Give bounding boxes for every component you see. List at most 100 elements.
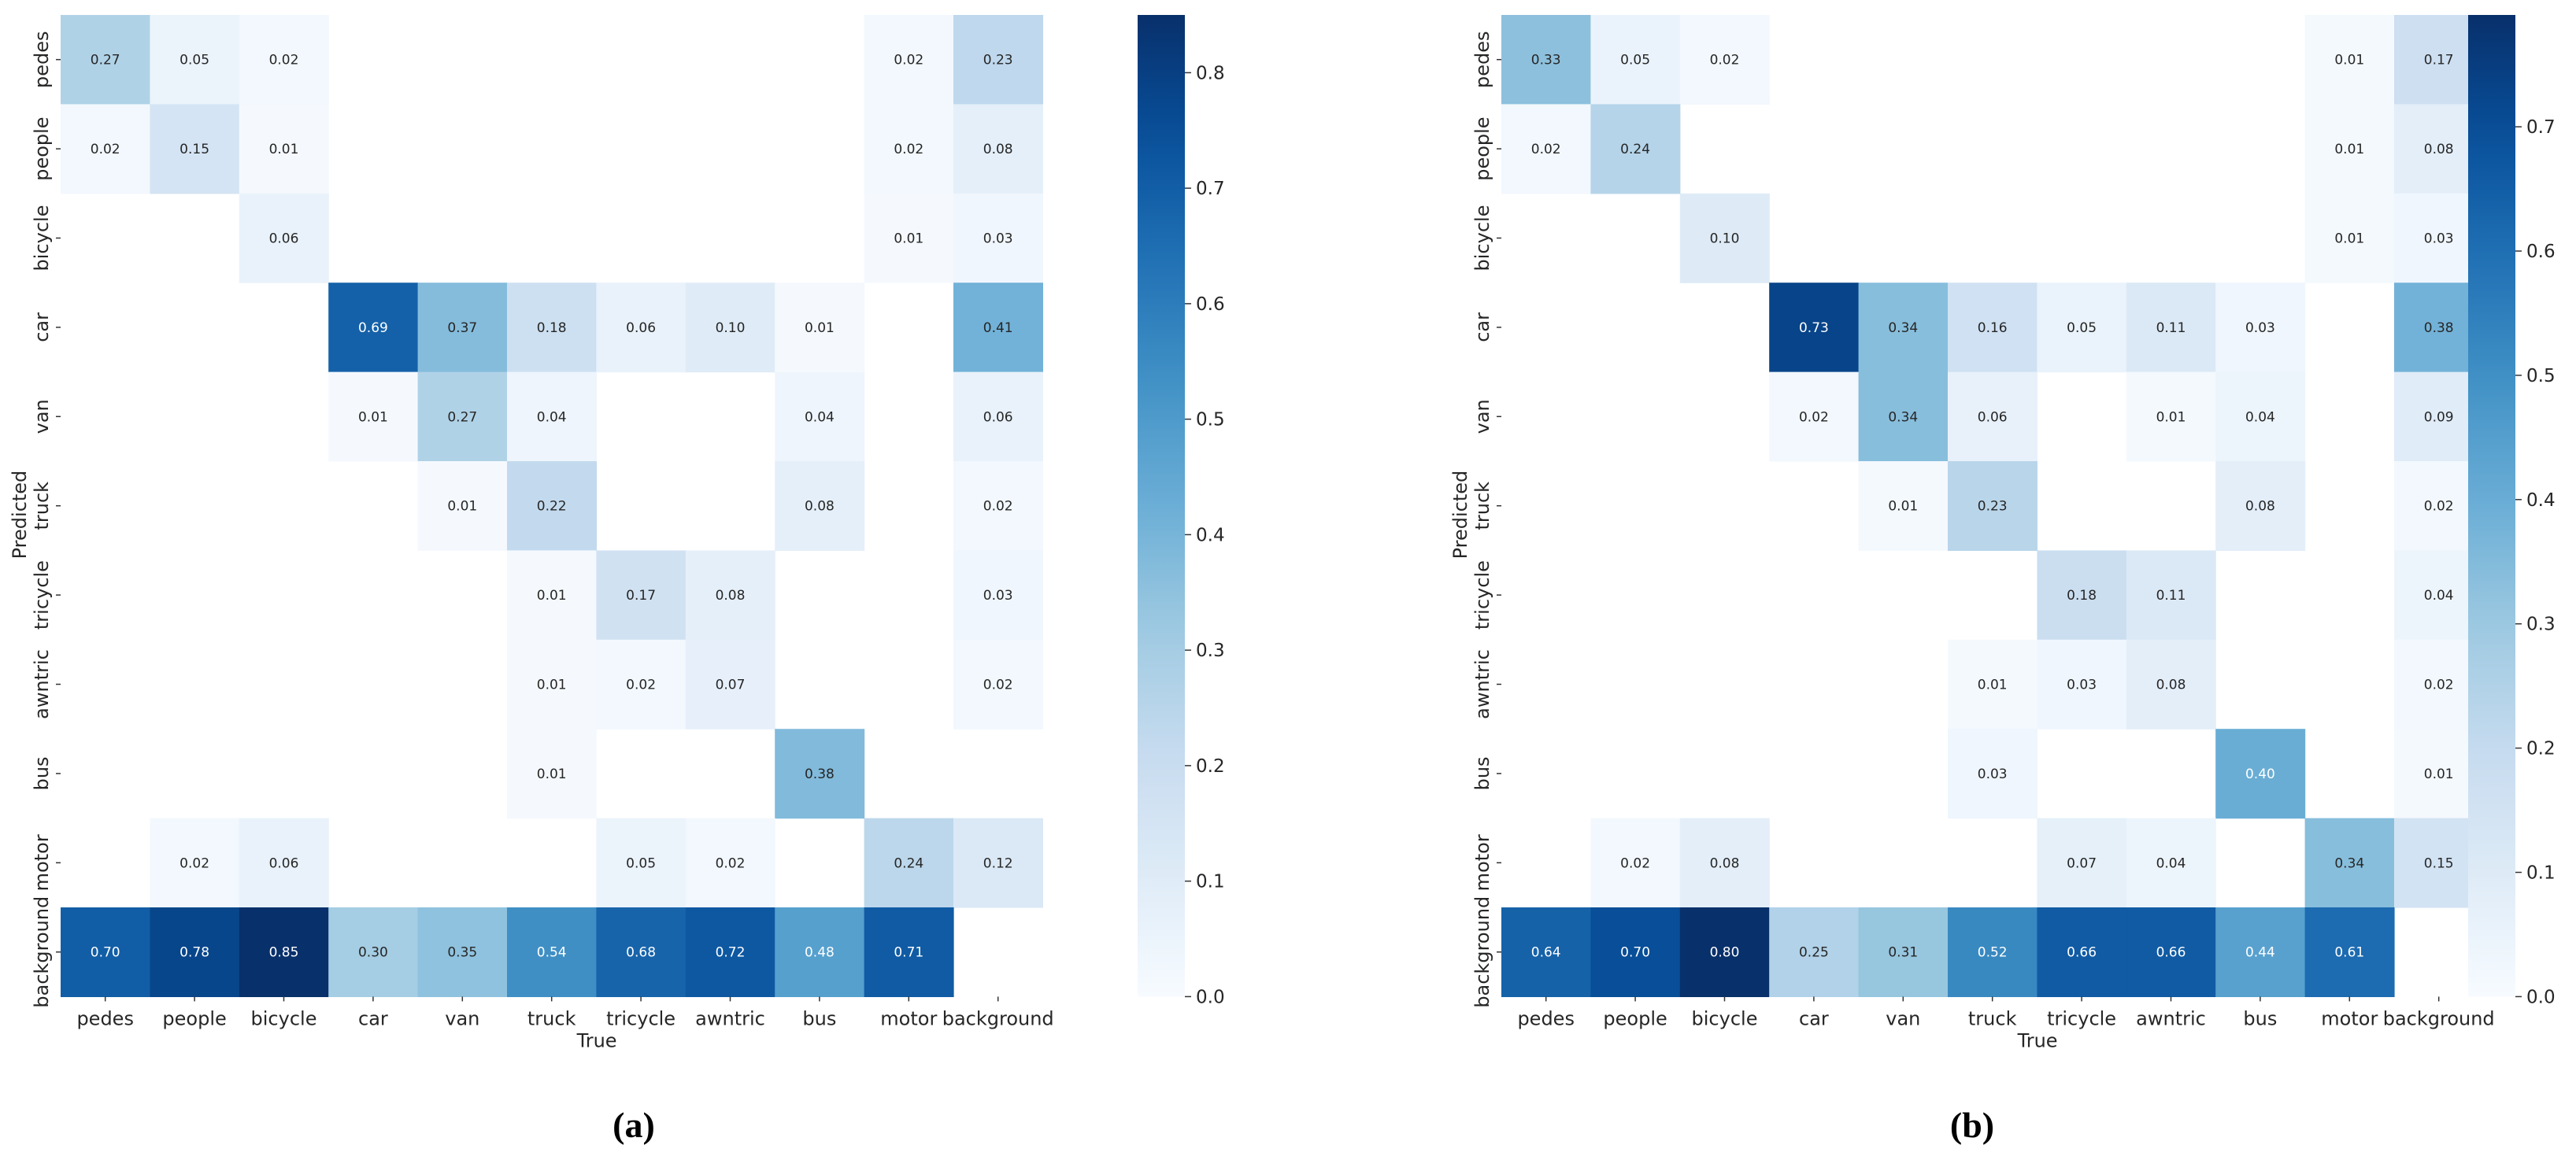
heatmap-cell	[2126, 907, 2216, 997]
heatmap-cell	[685, 550, 775, 641]
heatmap-cell	[150, 907, 240, 997]
heatmap-cell	[507, 371, 597, 462]
cell-value-label: 0.01	[2334, 142, 2364, 157]
cell-value-label: 0.27	[447, 409, 477, 425]
heatmap-cell	[239, 818, 329, 908]
cell-value-label: 0.66	[2156, 945, 2186, 961]
cell-value-label: 0.02	[1531, 142, 1561, 157]
cell-value-label: 0.48	[805, 945, 835, 961]
cell-value-label: 0.01	[537, 767, 567, 782]
heatmap-cell	[239, 15, 329, 105]
heatmap-cell	[1948, 371, 2037, 462]
y-tick-label: van	[1471, 399, 1493, 434]
heatmap-cell	[2215, 461, 2306, 551]
cell-value-label: 0.24	[1620, 142, 1650, 157]
y-tick-label: awntric	[31, 649, 53, 719]
heatmap-cell	[417, 371, 508, 462]
heatmap-cell	[953, 104, 1043, 194]
heatmap-cell	[775, 729, 865, 819]
heatmap-cell	[775, 283, 865, 373]
heatmap-cell	[1679, 193, 1770, 283]
heatmap-cell	[507, 461, 597, 551]
heatmap-cell	[953, 818, 1043, 908]
cell-value-label: 0.02	[983, 678, 1013, 693]
cell-value-label: 0.27	[91, 53, 120, 68]
x-tick-label: car	[1799, 1007, 1829, 1029]
cell-value-label: 0.34	[1888, 320, 1918, 336]
cell-value-label: 0.03	[1978, 767, 2008, 782]
heatmap-cell	[328, 371, 419, 462]
heatmap-cell	[2126, 283, 2216, 373]
heatmap-cell	[2037, 639, 2127, 730]
cell-value-label: 0.07	[716, 678, 746, 693]
heatmap-cell	[239, 193, 329, 283]
cell-value-label: 0.17	[626, 588, 656, 604]
cell-value-label: 0.02	[269, 53, 299, 68]
heatmap-cell	[328, 907, 419, 997]
cell-value-label: 0.33	[1531, 53, 1561, 68]
colorbar-tick-label: 0.4	[2526, 490, 2556, 511]
cell-value-label: 0.18	[2067, 588, 2097, 604]
x-axis-title: True	[576, 1029, 617, 1051]
heatmap-cell	[1948, 907, 2037, 997]
y-tick-label: awntric	[1471, 649, 1493, 719]
heatmap-cell	[1590, 818, 1681, 908]
cell-value-label: 0.35	[447, 945, 477, 961]
heatmap-cell	[1769, 371, 1860, 462]
cell-value-label: 0.01	[1888, 499, 1918, 515]
heatmap-cell	[150, 15, 240, 105]
cell-value-label: 0.09	[2424, 409, 2454, 425]
heatmap-cell	[685, 283, 775, 373]
x-axis-title: True	[2017, 1029, 2058, 1051]
x-tick-label: pedes	[76, 1007, 134, 1029]
cell-value-label: 0.04	[537, 409, 567, 425]
heatmap-cell	[239, 104, 329, 194]
heatmap-cell	[596, 550, 687, 641]
cell-value-label: 0.04	[805, 409, 835, 425]
heatmap-cell	[1948, 461, 2037, 551]
cell-value-label: 0.72	[716, 945, 746, 961]
x-tick-label: pedes	[1517, 1007, 1575, 1029]
cell-value-label: 0.03	[983, 588, 1013, 604]
colorbar-tick-label: 0.8	[1196, 63, 1225, 83]
heatmap-cell	[417, 907, 508, 997]
heatmap-cell	[507, 639, 597, 730]
heatmap-cell	[507, 729, 597, 819]
heatmap-cell	[1679, 15, 1770, 105]
cell-value-label: 0.15	[2424, 855, 2454, 871]
y-tick-label: motor	[1471, 834, 1493, 891]
cell-value-label: 0.85	[269, 945, 299, 961]
cell-value-label: 0.24	[894, 855, 923, 871]
heatmap-cell	[1858, 907, 1949, 997]
colorbar	[2468, 15, 2515, 997]
cell-value-label: 0.54	[537, 945, 567, 961]
cell-value-label: 0.11	[2156, 320, 2186, 336]
cell-value-label: 0.15	[180, 142, 209, 157]
heatmap-cell	[953, 193, 1043, 283]
cell-value-label: 0.03	[983, 231, 1013, 247]
x-tick-label: bus	[802, 1007, 836, 1029]
heatmap-cell	[2215, 907, 2306, 997]
y-tick-label: people	[31, 116, 53, 180]
heatmap-cell	[953, 283, 1043, 373]
heatmap-cell	[61, 907, 150, 997]
y-tick-label: bus	[1471, 756, 1493, 790]
heatmap-cell	[2037, 550, 2127, 641]
cell-value-label: 0.08	[805, 499, 835, 515]
cell-value-label: 0.08	[1710, 855, 1740, 871]
heatmap-cell	[2304, 15, 2395, 105]
y-tick-label: van	[31, 399, 53, 434]
heatmap-cell	[239, 907, 329, 997]
heatmap-cell	[1590, 104, 1681, 194]
colorbar-tick-label: 0.2	[2526, 739, 2556, 759]
cell-value-label: 0.18	[537, 320, 567, 336]
heatmap-cell	[596, 818, 687, 908]
cell-value-label: 0.05	[1620, 53, 1650, 68]
y-tick-label: tricycle	[1471, 560, 1493, 630]
cell-value-label: 0.02	[2424, 678, 2454, 693]
heatmap-cell	[2304, 907, 2395, 997]
cell-value-label: 0.17	[2424, 53, 2454, 68]
y-tick-label: tricycle	[31, 560, 53, 630]
heatmap-cell	[1948, 283, 2037, 373]
